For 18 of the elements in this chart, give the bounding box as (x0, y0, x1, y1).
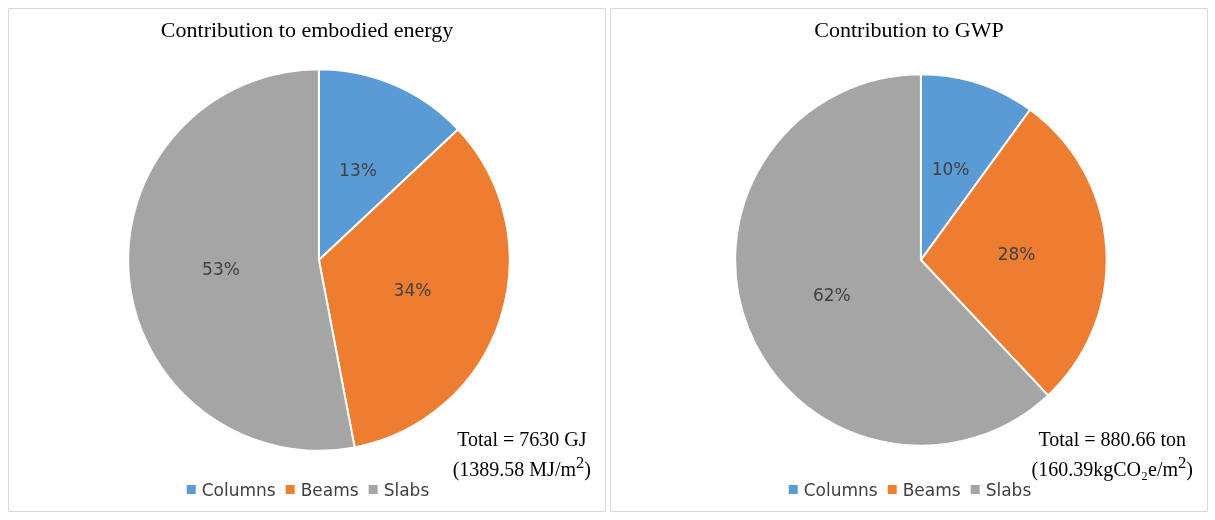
chart-title: Contribution to embodied energy (160, 16, 454, 42)
text: Total = 7630 GJ (456, 427, 588, 452)
legend-label: Beams (902, 479, 961, 500)
legend-label: Slabs (985, 479, 1032, 500)
data-label: 62% (812, 285, 851, 306)
text: Total = 880.66 ton (1037, 427, 1188, 452)
text: (160.39kgCO₂e/m$^{2}$) (1031, 452, 1193, 481)
data-label: 13% (339, 159, 377, 180)
legend-label: Slabs (383, 479, 430, 500)
legend-label: Columns (201, 479, 276, 500)
legend-label: Beams (300, 479, 359, 500)
data-label: 10% (931, 158, 970, 179)
data-label: 53% (202, 259, 240, 280)
legend-label: Columns (803, 479, 878, 500)
chart-title: Contribution to GWP (814, 16, 1004, 42)
text: (1389.58 MJ/m$^{2}$) (452, 452, 591, 481)
data-label: 28% (997, 243, 1036, 264)
data-label: 34% (393, 280, 432, 301)
